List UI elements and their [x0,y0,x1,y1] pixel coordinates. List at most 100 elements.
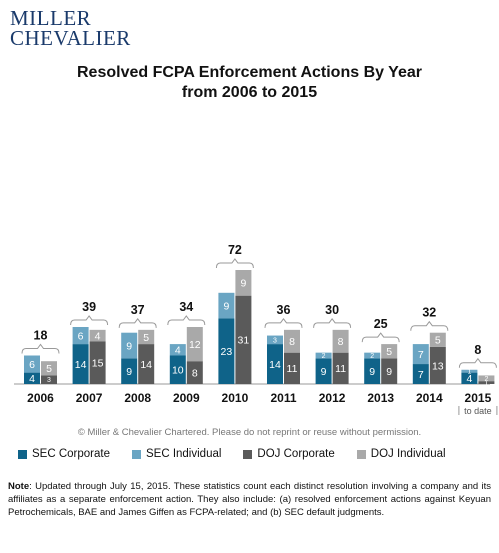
bar-sec-individual-2012 [315,352,332,359]
data-label-doj-corporate-2012: 11 [335,363,346,375]
bar-sec-corporate-2012 [315,358,332,384]
data-label-sec-corporate-2010: 23 [221,346,233,358]
x-tick-label-2006: 2006 [27,391,54,405]
data-label-sec-individual-2009: 4 [175,345,181,357]
chart-title-line2: from 2006 to 2015 [181,84,318,101]
data-label-sec-individual-2010: 9 [223,300,229,312]
legend-item-doj-individual: DOJ Individual [356,448,446,460]
data-label-doj-corporate-2011: 11 [287,363,298,375]
data-label-sec-corporate-2015: 4 [466,373,472,385]
legend-swatch-sec-corporate [18,449,27,459]
bar-sec-corporate-2013 [364,358,381,384]
bar-sec-individual-2010 [218,292,235,319]
bar-doj-corporate-2015 [478,381,495,384]
data-label-sec-individual-2007: 6 [78,330,84,342]
data-label-sec-individual-2014: 7 [418,349,424,361]
bar-doj-individual-2009 [186,327,203,362]
legend-swatch-doj-corporate [243,449,253,459]
data-label-sec-individual-2006: 6 [29,359,35,371]
footnote-label: Note [8,481,30,492]
total-label-2007: 39 [82,300,96,314]
bar-sec-corporate-2010 [218,318,235,384]
bracket-2009 [167,315,206,326]
data-label-doj-individual-2008: 5 [143,332,149,344]
data-label-sec-corporate-2013: 9 [369,366,375,378]
data-label-sec-corporate-2011: 14 [269,359,281,371]
legend-item-sec-individual: SEC Individual [131,448,222,460]
bar-sec-corporate-2015 [461,372,478,384]
bracket-2012 [313,318,352,328]
total-label-2006: 18 [34,329,48,343]
bar-doj-corporate-2008 [138,344,155,384]
bar-doj-individual-2011 [284,329,300,353]
bar-sec-individual-2007 [72,327,89,345]
data-label-sec-individual-2008: 9 [126,340,132,352]
data-label-doj-corporate-2009: 8 [192,367,198,379]
bar-sec-corporate-2011 [267,344,283,384]
copyright-notice: © Miller & Chevalier Chartered. Please d… [77,427,422,438]
data-label-sec-individual-2012: 2 [322,353,326,360]
data-label-sec-corporate-2007: 14 [75,359,87,371]
bar-doj-individual-2008 [138,329,155,345]
bracket-2007 [70,315,109,326]
x-tick-label-2010: 2010 [222,391,249,405]
bar-sec-corporate-2006 [24,372,40,384]
bar-sec-individual-2006 [24,355,40,373]
bar-doj-corporate-2010 [235,295,252,384]
total-label-2014: 32 [422,306,436,320]
data-label-sec-corporate-2012: 9 [321,366,327,378]
x-tick-label-2007: 2007 [76,391,103,405]
legend: SEC Corporate SEC Individual DOJ Corpora… [18,448,488,460]
legend-label-doj-individual: DOJ Individual [370,448,446,460]
data-label-doj-corporate-2008: 14 [140,359,152,371]
data-label-doj-individual-2007: 4 [95,330,101,342]
data-label-sec-individual-2015: 1 [467,369,471,376]
bar-sec-corporate-2008 [121,358,138,384]
chart-title-line1: Resolved FCPA Enforcement Actions By Yea… [77,64,422,81]
bar-doj-corporate-2007 [89,341,106,384]
bar-sec-corporate-2009 [169,355,186,384]
total-label-2008: 37 [131,303,145,317]
logo-line1: MILLER [10,6,92,30]
data-label-doj-individual-2010: 9 [240,278,246,290]
total-label-2011: 36 [277,303,291,317]
x-tick-label-2013: 2013 [367,391,394,405]
bar-sec-individual-2009 [169,344,186,356]
data-label-doj-individual-2011: 8 [289,336,295,348]
bar-doj-corporate-2009 [186,361,203,384]
legend-label-sec-corporate: SEC Corporate [32,448,110,460]
bar-sec-individual-2013 [364,352,381,359]
legend-swatch-sec-individual [131,449,141,459]
legend-label-sec-individual: SEC Individual [145,448,222,460]
legend-label-doj-corporate: DOJ Corporate [257,448,335,460]
bar-doj-individual-2014 [429,332,446,347]
data-label-sec-individual-2011: 3 [273,337,277,344]
data-label-doj-corporate-2013: 9 [386,366,392,378]
bracket-2010 [215,258,254,269]
bar-chart: 4635182006146154392007991453720081048123… [14,243,498,416]
bar-doj-corporate-2011 [284,352,300,384]
bar-doj-individual-2010 [235,270,252,296]
x-tick-label-2011: 2011 [270,391,296,405]
x-tick-label-2009: 2009 [173,391,200,405]
data-label-doj-individual-2014: 5 [435,335,441,347]
bar-doj-corporate-2014 [429,346,446,384]
bracket-2008 [118,318,157,328]
legend-item-sec-corporate: SEC Corporate [18,448,110,460]
x-tick-label-2008: 2008 [124,391,151,405]
footnote-text: : Updated through July 15, 2015. These s… [8,481,491,518]
logo-line2: CHEVALIER [10,26,131,50]
bracket-2015 [458,357,497,368]
data-label-sec-individual-2013: 2 [370,353,374,360]
bar-sec-individual-2011 [267,335,283,345]
data-label-doj-individual-2013: 5 [386,346,392,358]
logo: MILLER CHEVALIER [10,6,131,50]
x-tick-label-2014: 2014 [416,391,443,405]
bracket-2013 [361,332,400,343]
bracket-2006 [21,343,60,354]
data-label-doj-individual-2015: 2 [484,376,488,383]
data-label-doj-corporate-2014: 13 [432,360,444,372]
sublabel-bracket-2015 [458,406,498,415]
data-label-doj-corporate-2010: 31 [238,335,250,347]
x-tick-label-2015: 2015 [465,391,492,405]
